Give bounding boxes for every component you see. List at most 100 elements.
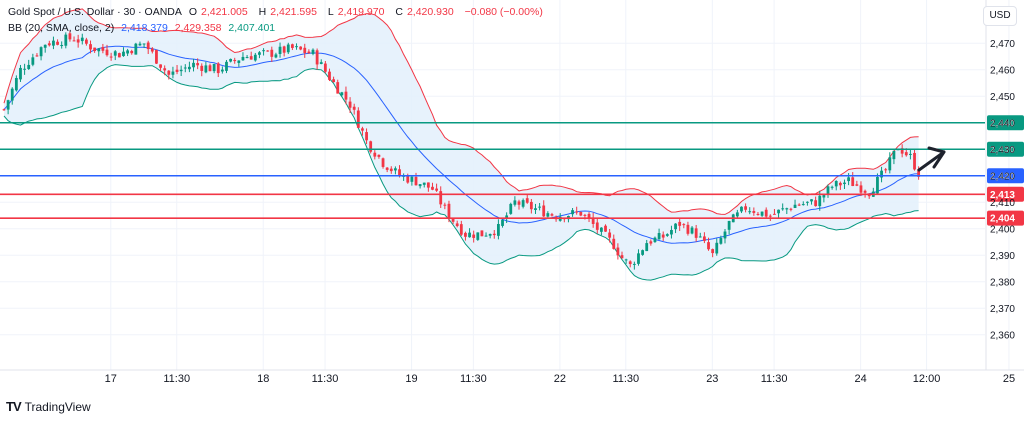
candle-body: [373, 152, 377, 157]
time-tick-label: 11:30: [312, 373, 339, 385]
legend-open: 2,421.005: [201, 6, 248, 18]
candle-body: [645, 243, 649, 252]
candle-body: [686, 224, 690, 234]
legend-high-label: H: [258, 6, 267, 18]
candle-body: [497, 223, 500, 236]
candle-body: [196, 63, 200, 66]
candle-body: [674, 223, 677, 230]
candle-body: [253, 54, 257, 61]
candle-body: [591, 217, 595, 224]
price-tick-label: 2,390: [990, 251, 1015, 262]
candle-body: [311, 49, 315, 54]
candle-body: [89, 44, 92, 50]
level-price-badge: [987, 141, 1024, 157]
candle-body: [863, 190, 867, 193]
candle-body: [492, 233, 496, 236]
candle-body: [204, 65, 208, 73]
candle-body: [838, 182, 842, 186]
candle-body: [888, 157, 892, 171]
candle-body: [19, 67, 22, 80]
candle-body: [620, 255, 624, 259]
candle-body: [344, 91, 348, 100]
candle-body: [459, 224, 463, 235]
candle-body: [756, 213, 760, 215]
candle-body: [208, 65, 212, 72]
candle-body: [183, 67, 187, 69]
candle-body: [14, 78, 18, 91]
candle-body: [900, 148, 904, 154]
candle-body: [352, 106, 356, 110]
candle-body: [917, 169, 921, 177]
candle-body: [356, 110, 360, 128]
time-tick-label: 22: [554, 373, 566, 385]
arrow-annotation: [917, 146, 946, 172]
candle-body: [249, 56, 253, 60]
candle-body: [43, 44, 47, 48]
legend-bb-upper: 2,429.358: [174, 22, 222, 34]
candle-body: [188, 66, 191, 70]
candle-body: [847, 177, 850, 182]
candle-body: [68, 33, 72, 40]
candle-body: [10, 88, 14, 101]
candle-body: [612, 238, 616, 249]
candle-body: [122, 51, 125, 57]
candle-body: [740, 206, 743, 212]
candles: [2, 30, 921, 270]
candle-body: [435, 188, 438, 191]
candle-body: [85, 39, 88, 44]
candle-body: [550, 214, 554, 216]
candle-body: [47, 43, 51, 46]
candle-body: [810, 199, 813, 202]
candle-body: [719, 238, 723, 244]
candle-body: [315, 50, 319, 65]
candle-body: [806, 201, 809, 203]
legend-bb: BB (20, SMA, close, 2) 2,418.379 2,429.3…: [8, 22, 279, 34]
candle-body: [880, 170, 883, 178]
legend-low-label: L: [327, 6, 334, 18]
candle-body: [447, 203, 451, 219]
candle-body: [707, 242, 710, 250]
candle-body: [105, 49, 109, 56]
candle-body: [670, 229, 673, 235]
candle-body: [604, 225, 607, 232]
candle-body: [748, 211, 752, 213]
candle-body: [513, 200, 517, 205]
candle-body: [616, 247, 620, 256]
candle-body: [480, 230, 484, 237]
candle-body: [233, 59, 237, 62]
time-tick-label: 24: [855, 373, 867, 385]
candle-body: [216, 63, 220, 74]
candle-body: [369, 141, 373, 152]
candle-body: [282, 46, 286, 53]
candle-body: [27, 64, 31, 69]
candle-body: [410, 176, 414, 182]
candle-body: [241, 56, 245, 61]
candle-body: [377, 154, 381, 157]
candle-body: [665, 234, 669, 236]
candle-body: [628, 261, 632, 265]
candle-body: [690, 227, 694, 234]
currency-button[interactable]: USD: [983, 6, 1017, 26]
time-tick-label: 11:30: [460, 373, 487, 385]
candle-body: [723, 231, 727, 239]
candle-body: [768, 215, 772, 217]
candle-body: [851, 177, 855, 187]
candle-body: [451, 218, 455, 222]
candle-body: [52, 40, 55, 46]
tradingview-branding[interactable]: TV TradingView: [6, 399, 91, 414]
level-price-label: 2,420: [990, 171, 1015, 182]
level-price-badge: [987, 186, 1024, 202]
candle-body: [777, 209, 780, 214]
level-price-label: 2,404: [990, 214, 1015, 225]
candle-body: [575, 211, 579, 213]
candle-body: [661, 234, 665, 238]
time-tick-label: 11:30: [163, 373, 190, 385]
candle-body: [299, 46, 303, 50]
candle-body: [146, 42, 150, 50]
price-tick-label: 2,400: [990, 224, 1015, 235]
candle-body: [134, 43, 138, 55]
candle-body: [624, 259, 628, 261]
candle-body: [266, 50, 270, 52]
candle-body: [303, 47, 307, 54]
